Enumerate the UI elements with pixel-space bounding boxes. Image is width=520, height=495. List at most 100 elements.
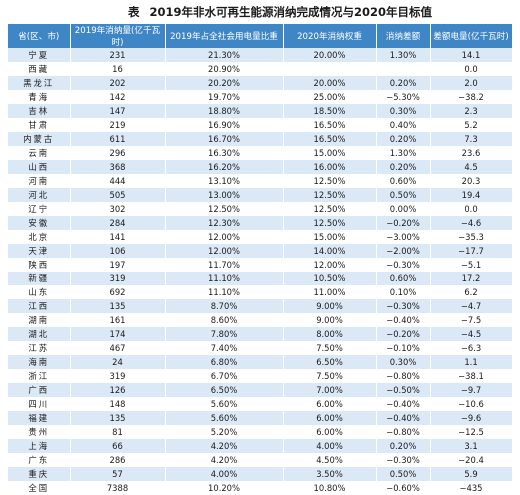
cell-weight-2020: 16.00% [283,159,377,174]
cell-weight-2020: 6.00% [283,411,377,426]
cell-share-2019: 13.10% [165,173,284,188]
cell-consumption-2019: 161 [70,313,166,328]
cell-gap-energy: −4.5 [430,327,513,342]
cell-gap-energy: 3.1 [430,439,513,454]
cell-province: 内蒙古 [8,131,71,146]
cell-share-2019: 4.20% [165,439,284,454]
cell-province: 河南 [8,173,71,188]
cell-consumption-2019: 319 [70,271,166,286]
cell-province: 云南 [8,145,71,160]
cell-weight-2020: 12.50% [283,187,377,202]
cell-province: 海南 [8,355,71,370]
cell-province: 青海 [8,89,71,104]
cell-gap-energy: 17.2 [430,271,513,286]
cell-consumption-2019: 284 [70,215,166,230]
cell-gap-energy: 4.5 [430,159,513,174]
cell-share-2019: 6.70% [165,369,284,384]
cell-gap-energy: −5.1 [430,257,513,272]
cell-consumption-2019: 147 [70,103,166,118]
column-header-province: 省(区、市) [8,24,71,48]
cell-consumption-2019: 444 [70,173,166,188]
cell-province: 黑龙江 [8,75,71,90]
cell-share-2019: 5.60% [165,397,284,412]
cell-weight-2020: 14.00% [283,243,377,258]
cell-province: 新疆 [8,271,71,286]
cell-share-2019: 18.80% [165,103,284,118]
cell-gap: −0.80% [376,425,431,440]
cell-province: 福建 [8,411,71,426]
cell-share-2019: 12.00% [165,243,284,258]
cell-consumption-2019: 286 [70,453,166,468]
cell-gap-energy: −6.3 [430,341,513,356]
cell-share-2019: 16.70% [165,131,284,146]
column-header-consumption-2019: 2019年消纳量(亿千瓦时) [70,24,166,48]
table-row: 安徽 284 12.30% 12.50% −0.20% −4.6 [8,215,513,230]
cell-weight-2020: 12.50% [283,215,377,230]
cell-gap: 0.30% [376,355,431,370]
cell-gap: 0.00% [376,201,431,216]
table-row: 内蒙古 611 16.70% 16.50% 0.20% 7.3 [8,131,513,146]
cell-gap: 1.30% [376,48,431,62]
cell-consumption-2019: 467 [70,341,166,356]
cell-consumption-2019: 106 [70,243,166,258]
cell-consumption-2019: 231 [70,48,166,62]
cell-province: 全国 [8,481,71,495]
cell-province: 河北 [8,187,71,202]
table-row: 新疆 319 11.10% 10.50% 0.60% 17.2 [8,271,513,286]
table-row: 青海 142 19.70% 25.00% −5.30% −38.2 [8,89,513,104]
table-row: 云南 296 16.30% 15.00% 1.30% 23.6 [8,145,513,160]
cell-gap-energy: 7.3 [430,131,513,146]
cell-gap: −0.10% [376,341,431,356]
cell-gap-energy: 20.3 [430,173,513,188]
cell-province: 辽宁 [8,201,71,216]
cell-gap: −0.20% [376,327,431,342]
cell-consumption-2019: 611 [70,131,166,146]
cell-consumption-2019: 148 [70,397,166,412]
cell-share-2019: 4.20% [165,453,284,468]
table-row: 山东 692 11.10% 11.00% 0.10% 6.2 [8,285,513,300]
cell-gap: 0.60% [376,271,431,286]
cell-province: 湖北 [8,327,71,342]
cell-weight-2020: 10.50% [283,271,377,286]
cell-gap: 0.10% [376,285,431,300]
cell-gap: −0.80% [376,369,431,384]
cell-province: 广西 [8,383,71,398]
cell-share-2019: 12.30% [165,215,284,230]
cell-consumption-2019: 135 [70,299,166,314]
table-header-row: 省(区、市) 2019年消纳量(亿千瓦时) 2019年占全社会用电量比重 202… [8,24,513,48]
table-title-text: 2019年非水可再生能源消纳完成情况与2020年目标值 [149,5,433,19]
cell-weight-2020: 12.50% [283,201,377,216]
cell-gap: 0.30% [376,103,431,118]
cell-consumption-2019: 296 [70,145,166,160]
table-row: 天津 106 12.00% 14.00% −2.00% −17.7 [8,243,513,258]
cell-gap: −0.40% [376,313,431,328]
table-title-tag: 表 [128,5,140,19]
cell-province: 山东 [8,285,71,300]
data-table: 省(区、市) 2019年消纳量(亿千瓦时) 2019年占全社会用电量比重 202… [8,24,513,495]
cell-gap-energy: 0.0 [430,61,513,76]
cell-share-2019: 11.10% [165,271,284,286]
cell-gap: 0.20% [376,75,431,90]
cell-gap-energy: −435 [430,481,513,495]
table-row: 黑龙江 202 20.20% 20.00% 0.20% 2.0 [8,75,513,90]
cell-province: 安徽 [8,215,71,230]
table-row: 海南 24 6.80% 6.50% 0.30% 1.1 [8,355,513,370]
cell-consumption-2019: 174 [70,327,166,342]
cell-share-2019: 16.90% [165,117,284,132]
table-row: 广西 126 6.50% 7.00% −0.50% −9.7 [8,383,513,398]
table-row: 江苏 467 7.40% 7.50% −0.10% −6.3 [8,341,513,356]
cell-province: 陕西 [8,257,71,272]
cell-province: 湖南 [8,313,71,328]
cell-gap-energy: −35.3 [430,229,513,244]
cell-province: 江苏 [8,341,71,356]
cell-consumption-2019: 302 [70,201,166,216]
cell-consumption-2019: 505 [70,187,166,202]
cell-gap: 0.20% [376,439,431,454]
cell-weight-2020: 12.00% [283,257,377,272]
cell-gap-energy: 1.1 [430,355,513,370]
cell-share-2019: 20.90% [165,61,284,76]
cell-province: 广东 [8,453,71,468]
cell-consumption-2019: 57 [70,467,166,482]
table-body: 宁夏 231 21.30% 20.00% 1.30% 14.1 西藏 16 20.90% 0.0 黑… [8,48,513,495]
cell-share-2019: 7.40% [165,341,284,356]
